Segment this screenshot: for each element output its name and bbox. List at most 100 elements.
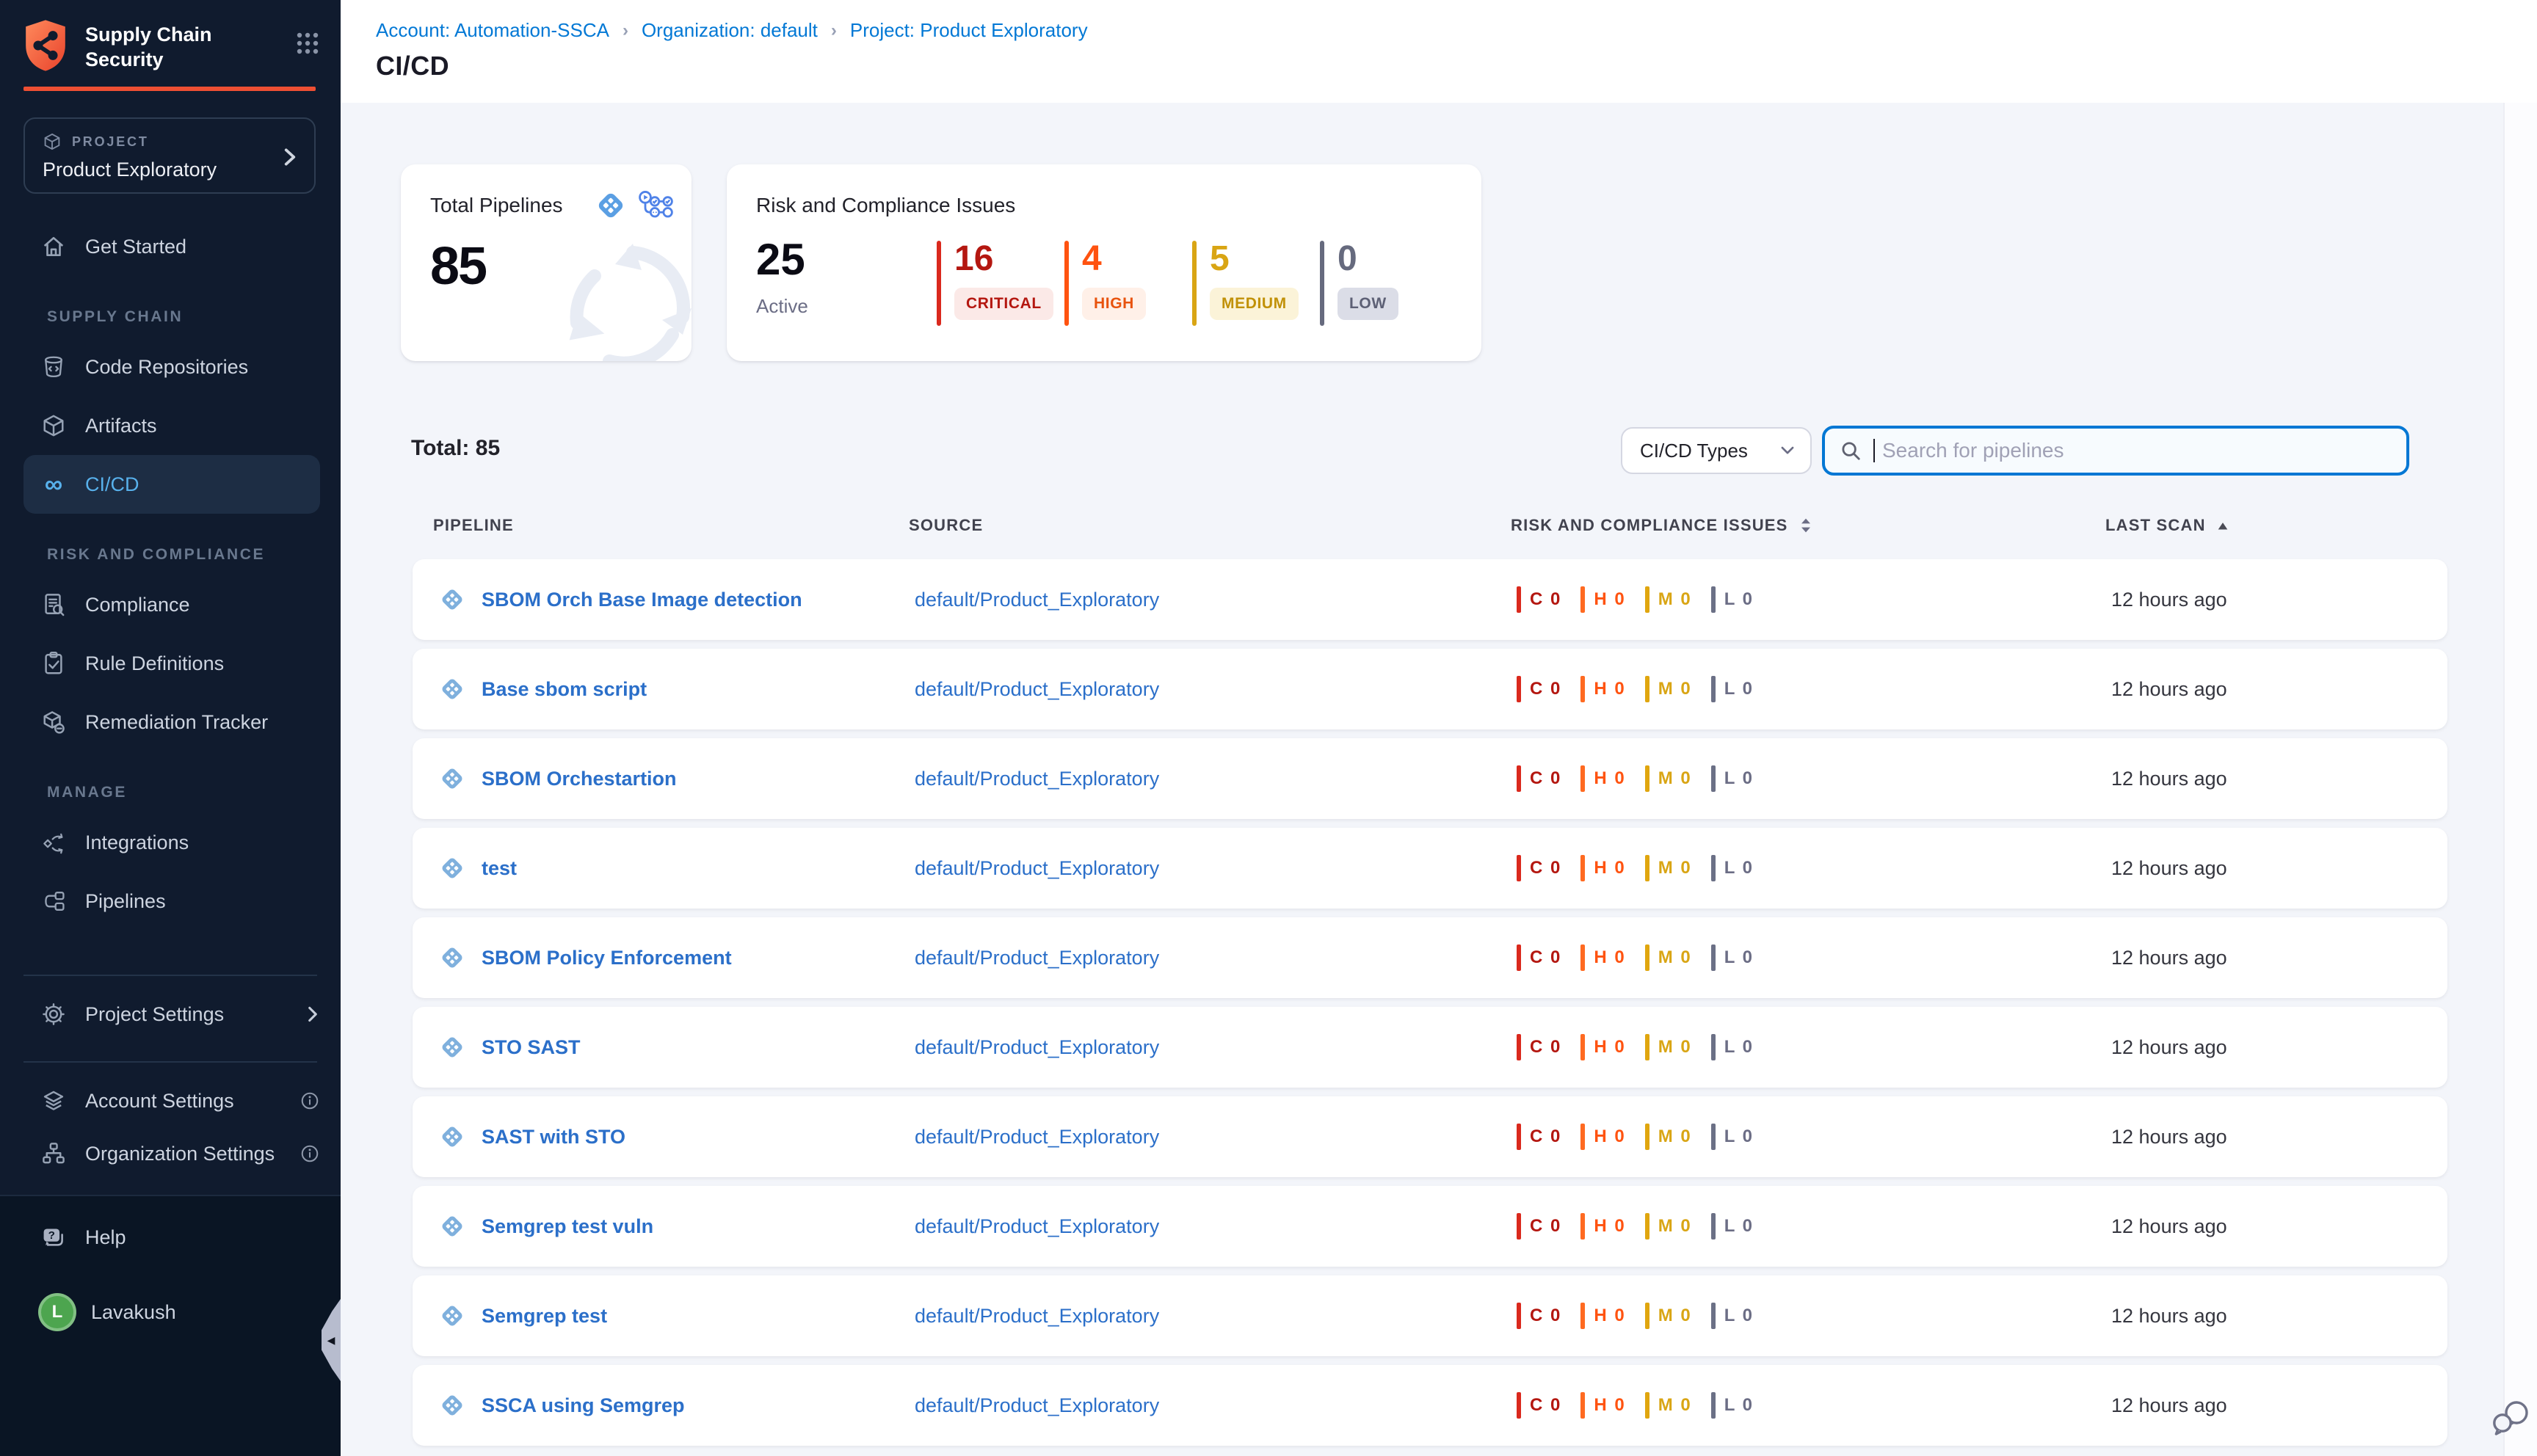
severity-bar bbox=[1517, 1392, 1521, 1419]
sidebar-item-rule-definitions[interactable]: Rule Definitions bbox=[0, 634, 341, 693]
sidebar-item-organization-settings[interactable]: Organization Settings bbox=[0, 1127, 341, 1180]
low-count-badge: L 0 bbox=[1724, 768, 1754, 788]
severity-bar bbox=[1580, 1392, 1586, 1419]
pipeline-source-link[interactable]: default/Product_Exploratory bbox=[915, 588, 1160, 611]
pipeline-name-link[interactable]: SBOM Orch Base Image detection bbox=[482, 588, 802, 611]
issue-badges: C 0 H 0 M 0 L 0 bbox=[1517, 944, 2111, 971]
pipeline-source-link[interactable]: default/Product_Exploratory bbox=[915, 1394, 1160, 1416]
pipeline-source-link[interactable]: default/Product_Exploratory bbox=[915, 1125, 1160, 1148]
chevron-right-icon bbox=[308, 1006, 317, 1022]
cube-icon bbox=[43, 415, 64, 437]
table-row[interactable]: SBOM Orch Base Image detection default/P… bbox=[413, 559, 2447, 640]
pipeline-name-link[interactable]: test bbox=[482, 856, 518, 879]
sync-arrows-watermark-icon bbox=[569, 244, 692, 361]
table-row[interactable]: Base sbom script default/Product_Explora… bbox=[413, 649, 2447, 729]
sidebar-item-label: Artifacts bbox=[85, 414, 157, 437]
pipeline-name-link[interactable]: Base sbom script bbox=[482, 677, 647, 700]
breadcrumb-account[interactable]: Account: Automation-SSCA bbox=[376, 19, 609, 41]
medium-count-badge: M 0 bbox=[1658, 1395, 1692, 1415]
pipeline-source-link[interactable]: default/Product_Exploratory bbox=[915, 767, 1160, 790]
svg-text:?: ? bbox=[48, 1229, 55, 1242]
info-icon[interactable] bbox=[300, 1091, 320, 1111]
sidebar-section-manage: MANAGE bbox=[47, 784, 127, 801]
severity-high-badge: HIGH bbox=[1082, 288, 1146, 320]
code-repository-icon bbox=[45, 356, 62, 378]
severity-bar bbox=[1710, 1303, 1716, 1329]
table-row[interactable]: SSCA using Semgrep default/Product_Explo… bbox=[413, 1365, 2447, 1446]
high-count-badge: H 0 bbox=[1594, 947, 1626, 967]
sidebar-item-account-settings[interactable]: Account Settings bbox=[0, 1074, 341, 1127]
breadcrumb-separator: › bbox=[622, 20, 628, 40]
sidebar-item-code-repositories[interactable]: Code Repositories bbox=[0, 338, 341, 396]
breadcrumb-project[interactable]: Project: Product Exploratory bbox=[849, 19, 1088, 41]
sidebar-footer: ? Help L Lavakush bbox=[0, 1195, 341, 1456]
last-scan-value: 12 hours ago bbox=[2111, 1304, 2227, 1327]
table-row[interactable]: SBOM Policy Enforcement default/Product_… bbox=[413, 917, 2447, 998]
pipeline-source-link[interactable]: default/Product_Exploratory bbox=[915, 677, 1160, 700]
cicd-types-dropdown[interactable]: CI/CD Types bbox=[1621, 427, 1812, 474]
column-header-last-scan[interactable]: LAST SCAN bbox=[2105, 515, 2447, 536]
integrations-icon bbox=[43, 833, 63, 854]
pipeline-name-link[interactable]: SAST with STO bbox=[482, 1125, 626, 1148]
severity-medium: 5 MEDIUM bbox=[1192, 241, 1320, 326]
pipeline-source-link[interactable]: default/Product_Exploratory bbox=[915, 1035, 1160, 1058]
project-selector[interactable]: PROJECT Product Exploratory bbox=[23, 117, 316, 194]
sidebar-item-label: Project Settings bbox=[85, 1002, 225, 1025]
sidebar-item-get-started[interactable]: Get Started bbox=[0, 217, 341, 276]
severity-low-value: 0 bbox=[1338, 239, 1357, 278]
sidebar-item-remediation-tracker[interactable]: Remediation Tracker bbox=[0, 693, 341, 751]
table-row[interactable]: Semgrep test vuln default/Product_Explor… bbox=[413, 1186, 2447, 1267]
pipeline-name-link[interactable]: Semgrep test bbox=[482, 1304, 608, 1327]
harness-pipeline-icon bbox=[442, 768, 462, 789]
pipeline-name-link[interactable]: STO SAST bbox=[482, 1035, 581, 1058]
pipeline-name-link[interactable]: SBOM Orchestartion bbox=[482, 767, 677, 790]
table-row[interactable]: SBOM Orchestartion default/Product_Explo… bbox=[413, 738, 2447, 819]
page-title: CI/CD bbox=[376, 51, 449, 81]
sidebar-item-label: Organization Settings bbox=[85, 1142, 275, 1165]
sidebar-item-compliance[interactable]: Compliance bbox=[0, 575, 341, 634]
severity-bar bbox=[1517, 1034, 1521, 1060]
sidebar-item-integrations[interactable]: Integrations bbox=[0, 813, 341, 872]
sidebar-item-project-settings[interactable]: Project Settings bbox=[0, 985, 341, 1044]
project-name: Product Exploratory bbox=[43, 159, 217, 181]
sidebar-item-help[interactable]: ? Help bbox=[0, 1208, 341, 1267]
risk-card-title: Risk and Compliance Issues bbox=[756, 194, 1016, 216]
pipeline-name-link[interactable]: SBOM Policy Enforcement bbox=[482, 946, 732, 969]
issue-badges: C 0 H 0 M 0 L 0 bbox=[1517, 1124, 2111, 1150]
scroll-gutter[interactable] bbox=[2503, 103, 2537, 1456]
table-row[interactable]: test default/Product_Exploratory C 0 H 0… bbox=[413, 828, 2447, 909]
table-row[interactable]: STO SAST default/Product_Exploratory C 0… bbox=[413, 1007, 2447, 1088]
gear-icon bbox=[43, 1003, 65, 1025]
pipeline-name-link[interactable]: Semgrep test vuln bbox=[482, 1215, 654, 1237]
pipeline-source-link[interactable]: default/Product_Exploratory bbox=[915, 856, 1160, 879]
column-header-risk-issues[interactable]: RISK AND COMPLIANCE ISSUES bbox=[1511, 515, 2105, 536]
infinity-icon: ∞ bbox=[44, 470, 63, 498]
pipeline-source-link[interactable]: default/Product_Exploratory bbox=[915, 1215, 1160, 1237]
severity-bar bbox=[1580, 855, 1586, 881]
app-grid-icon[interactable] bbox=[295, 31, 320, 56]
table-row[interactable]: Semgrep test default/Product_Exploratory… bbox=[413, 1275, 2447, 1356]
active-issues: 25 Active bbox=[756, 238, 808, 318]
user-menu[interactable]: L Lavakush bbox=[0, 1283, 341, 1342]
chat-bubbles-icon[interactable] bbox=[2489, 1397, 2533, 1441]
collapse-arrow-icon: ◀ bbox=[327, 1333, 335, 1346]
pipeline-source-link[interactable]: default/Product_Exploratory bbox=[915, 1304, 1160, 1327]
active-issues-value: 25 bbox=[756, 235, 805, 284]
medium-count-badge: M 0 bbox=[1658, 1037, 1692, 1057]
issue-badges: C 0 H 0 M 0 L 0 bbox=[1517, 676, 2111, 702]
pipeline-name-link[interactable]: SSCA using Semgrep bbox=[482, 1394, 685, 1416]
severity-bar bbox=[1710, 676, 1716, 702]
breadcrumb-organization[interactable]: Organization: default bbox=[641, 19, 818, 41]
sidebar-item-artifacts[interactable]: Artifacts bbox=[0, 396, 341, 455]
table-row[interactable]: SAST with STO default/Product_Explorator… bbox=[413, 1096, 2447, 1177]
severity-critical-badge: CRITICAL bbox=[954, 288, 1053, 320]
pipeline-source-link[interactable]: default/Product_Exploratory bbox=[915, 946, 1160, 969]
severity-bar bbox=[1710, 944, 1716, 971]
sidebar-item-pipelines[interactable]: Pipelines bbox=[0, 872, 341, 931]
sidebar-item-cicd[interactable]: ∞ CI/CD bbox=[23, 455, 320, 514]
severity-bar bbox=[1517, 1213, 1521, 1240]
total-pipelines-value: 85 bbox=[430, 237, 487, 296]
search-input[interactable] bbox=[1882, 439, 2392, 462]
info-icon[interactable] bbox=[300, 1143, 320, 1164]
pipeline-search[interactable] bbox=[1822, 426, 2409, 476]
